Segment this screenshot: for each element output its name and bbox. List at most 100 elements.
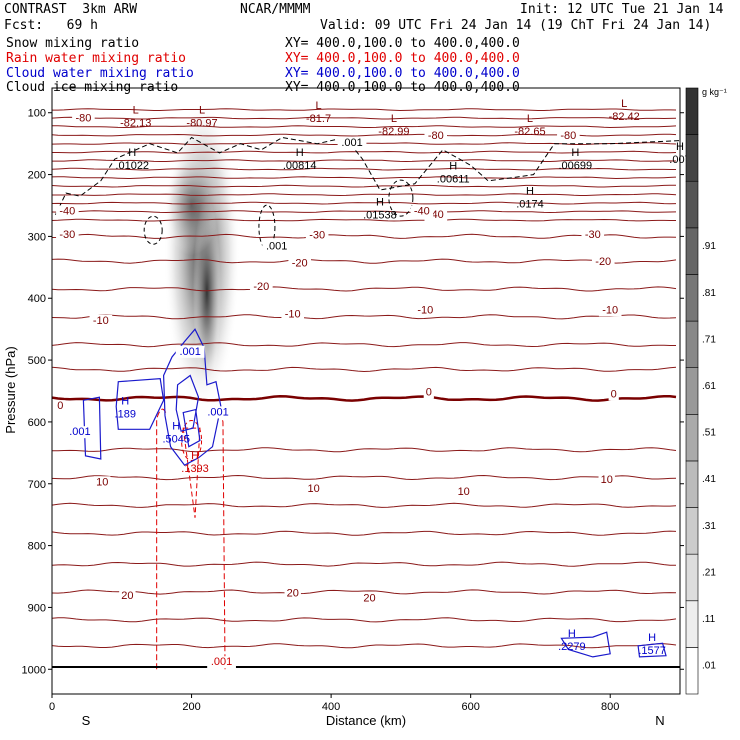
extremum-marker: L — [527, 113, 533, 125]
colorbar-label: .91 — [702, 241, 716, 252]
extremum-marker: L — [133, 104, 139, 116]
extremum-marker: H — [526, 185, 534, 197]
extremum-marker: H — [676, 141, 684, 153]
temperature-label-bg — [89, 314, 113, 327]
colorbar-label: .01 — [702, 661, 716, 672]
cloud-water-contours — [82, 328, 667, 658]
temperature-label-bg — [581, 228, 605, 241]
temperature-label: -30 — [59, 229, 75, 241]
colorbar-label: .11 — [702, 614, 716, 625]
temp-line-lower — [52, 617, 677, 623]
cloud-contour-3 — [175, 374, 200, 432]
x-tick-label: 200 — [182, 701, 200, 713]
field-xy-rain: XY= 400.0,100.0 to 400.0,400.0 — [285, 51, 520, 66]
temperature-label: -10 — [93, 315, 109, 327]
extremum-marker: H — [172, 420, 180, 432]
temperature-label-bg — [250, 280, 273, 293]
temperature-label-bg — [72, 112, 95, 125]
extremum-value: -82.99 — [378, 126, 409, 138]
temperature-label: -10 — [285, 309, 301, 321]
temp-line-lower — [52, 561, 677, 567]
y-tick-label: 800 — [28, 541, 46, 553]
y-tick-label: 600 — [28, 417, 46, 429]
cloud-contour-right-2 — [637, 642, 667, 658]
temperature-label: -40 — [414, 205, 430, 217]
extremum-value: -82.65 — [514, 126, 545, 138]
colorbar-label: .21 — [702, 567, 716, 578]
temp-line-upper — [52, 133, 677, 137]
temperature-label: 0 — [57, 400, 63, 412]
temperature-label: 20 — [363, 593, 375, 605]
temp-line-upper — [52, 201, 677, 205]
colorbar-label: .31 — [702, 521, 716, 532]
temp-line-lower — [52, 474, 677, 481]
y-tick-label: 500 — [28, 355, 46, 367]
forecast-hour: Fcst: 69 h — [4, 18, 98, 33]
temp-line-lower — [52, 314, 677, 320]
extremum-value: .00611 — [437, 174, 470, 186]
temp-line-upper — [52, 125, 677, 129]
snow-mixing-ratio-shading — [163, 99, 241, 410]
temperature-label-bg — [361, 592, 378, 605]
temp-line-upper — [52, 159, 677, 163]
cloud-contour-4 — [182, 408, 201, 448]
extremum-marker: L — [199, 104, 205, 116]
temperature-label: -80 — [428, 130, 444, 142]
temperature-label: 0 — [611, 388, 617, 400]
temperature-label-bg — [455, 486, 472, 499]
temp-line-lower — [52, 366, 677, 373]
extremum-value: -81.7 — [306, 113, 331, 125]
extremum-marker: L — [391, 113, 397, 125]
init-time: Init: 12 UTC Tue 21 Jan 14 — [520, 2, 724, 17]
ice-contour-blob — [143, 215, 163, 245]
extremum-value: .01022 — [115, 160, 149, 172]
temp-line-upper — [52, 218, 676, 222]
colorbar-swatch — [685, 87, 699, 135]
temp-line-lower — [52, 258, 677, 264]
temperature-label-bg — [424, 129, 448, 142]
extremum-value: .1393 — [181, 463, 209, 475]
colorbar-swatch — [685, 460, 699, 508]
temperature-label-bg — [55, 400, 66, 413]
extremum-value: .0174 — [516, 198, 544, 210]
temperature-label-bg — [305, 229, 329, 242]
temp-line-upper — [52, 210, 677, 214]
extremum-marker: L — [621, 98, 627, 110]
contour-value-label-bg — [65, 426, 95, 439]
extremum-value: .2279 — [558, 641, 586, 653]
rain-contour — [181, 419, 203, 461]
contour-value-label-bg — [175, 345, 205, 358]
extremum-marker: H — [128, 147, 136, 159]
plot-frame — [51, 87, 681, 695]
extremum-value: .007 — [669, 154, 690, 166]
extremum-marker: H — [121, 396, 129, 408]
extremum-value: -82.42 — [609, 111, 640, 123]
colorbar-swatch — [685, 414, 699, 462]
x-axis-label: Distance (km) — [326, 713, 406, 728]
temperature-label: -40 — [59, 205, 75, 217]
colorbar-label: .51 — [702, 428, 716, 439]
temperature-label: -20 — [253, 281, 269, 293]
temp-line-upper — [52, 193, 677, 197]
temperature-label: -80 — [560, 130, 576, 142]
temperature-label-bg — [608, 388, 619, 401]
y-tick-label: 900 — [28, 602, 46, 614]
temperature-label-bg — [305, 483, 322, 496]
contour-value-label-bg — [337, 136, 367, 149]
contour-value-label-bg — [203, 406, 233, 419]
extremum-value: .5045 — [162, 433, 190, 445]
temperature-label: 10 — [458, 486, 470, 498]
temperature-label-bg — [284, 587, 301, 600]
contour-value-label: .001 — [207, 406, 228, 418]
x-tick-label: 600 — [461, 701, 479, 713]
north-label: N — [655, 713, 664, 728]
extremum-value: .1577 — [638, 645, 666, 657]
y-tick-label: 1000 — [22, 664, 46, 676]
temperature-contours — [52, 108, 677, 649]
temperature-label-bg — [591, 256, 615, 269]
contour-value-label: .001 — [211, 656, 232, 668]
x-tick-label: 400 — [322, 701, 340, 713]
extremum-marker: H — [191, 450, 199, 462]
